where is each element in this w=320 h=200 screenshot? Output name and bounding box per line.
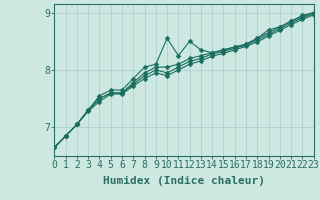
X-axis label: Humidex (Indice chaleur): Humidex (Indice chaleur) [103,176,265,186]
